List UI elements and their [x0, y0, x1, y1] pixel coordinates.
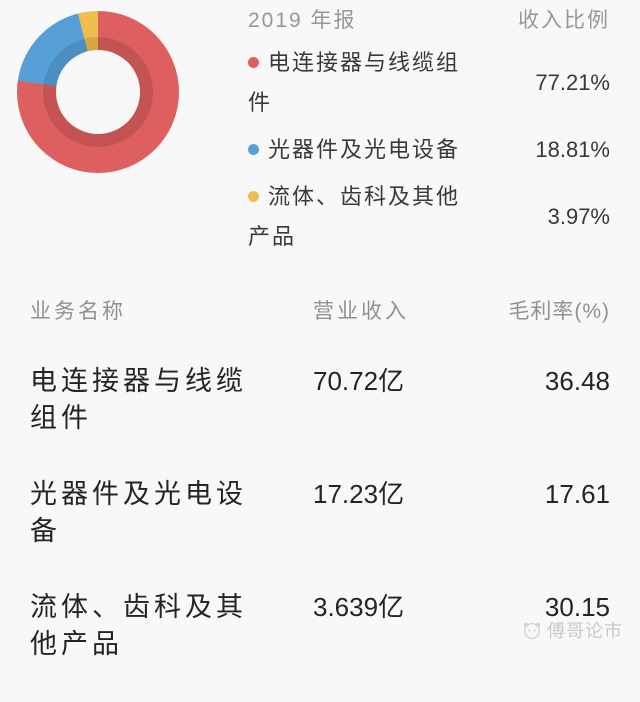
table-row: 电连接器与线缆组件 70.72亿 36.48: [30, 363, 610, 437]
legend-label-text: 电连接器与线缆组件: [248, 50, 461, 115]
cell-margin: 30.15: [544, 592, 610, 622]
cell-margin: 36.48: [544, 366, 610, 396]
legend-item-optical: 光器件及光电设备 18.81%: [248, 130, 610, 170]
cell-revenue: 17.23亿: [313, 479, 405, 509]
legend-item-connectors: 电连接器与线缆组件 77.21%: [248, 43, 610, 123]
col-header-revenue: 营业收入: [313, 300, 409, 323]
legend-label: 光器件及光电设备: [248, 130, 473, 170]
segment-table: 业务名称 营业收入 毛利率(%) 电连接器与线缆组件 70.72亿 36.48 …: [30, 299, 610, 702]
report-period-label: 2019 年报: [248, 9, 357, 32]
legend-item-fluid: 流体、齿科及其他产品 3.97%: [248, 177, 610, 257]
donut-hole: [56, 50, 140, 134]
ratio-column-label: 收入比例: [518, 9, 610, 32]
legend-percent: 18.81%: [535, 137, 610, 162]
cell-business-name: 电连接器与线缆组件: [30, 366, 247, 433]
cell-business-name: 流体、齿科及其他产品: [30, 592, 247, 659]
cell-revenue: 70.72亿: [313, 366, 405, 396]
legend-label: 流体、齿科及其他产品: [248, 177, 473, 257]
col-header-margin: 毛利率(%): [508, 300, 610, 323]
table-row: 流体、齿科及其他产品 3.639亿 30.15: [30, 589, 610, 663]
revenue-donut-chart: [17, 11, 179, 173]
cell-business-name: 光器件及光电设备: [30, 479, 247, 546]
yellow-dot-icon: [248, 190, 259, 202]
legend-header-row: 2019 年报 收入比例: [248, 6, 610, 36]
col-header-name: 业务名称: [30, 300, 126, 323]
legend-percent: 77.21%: [535, 70, 610, 95]
watermark-logo-icon: [523, 622, 541, 639]
legend-label-text: 光器件及光电设备: [268, 137, 461, 162]
legend-label-text: 流体、齿科及其他产品: [248, 184, 461, 249]
watermark-text: 傅哥论市: [547, 621, 623, 641]
red-dot-icon: [248, 56, 259, 68]
chart-legend: 2019 年报 收入比例 电连接器与线缆组件 77.21% 光器件及光电设备 1…: [248, 6, 610, 257]
cell-revenue: 3.639亿: [313, 592, 405, 622]
blue-dot-icon: [248, 143, 259, 155]
report-infographic: 2019 年报 收入比例 电连接器与线缆组件 77.21% 光器件及光电设备 1…: [17, 6, 623, 659]
legend-label: 电连接器与线缆组件: [248, 43, 473, 123]
table-header-row: 业务名称 营业收入 毛利率(%): [30, 299, 610, 325]
table-row: 光器件及光电设备 17.23亿 17.61: [30, 476, 610, 550]
watermark: 傅哥论市: [521, 617, 623, 643]
legend-percent: 3.97%: [547, 204, 610, 229]
cell-margin: 17.61: [544, 479, 610, 509]
